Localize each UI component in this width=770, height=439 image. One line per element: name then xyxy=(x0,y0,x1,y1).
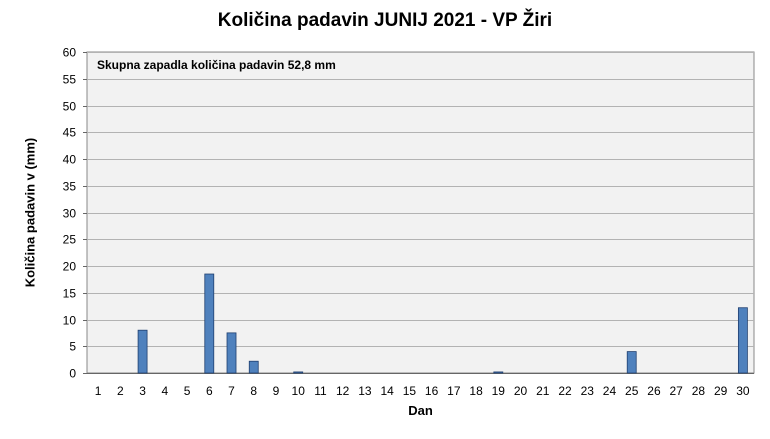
y-tick-label: 50 xyxy=(63,100,77,114)
y-tick-label: 0 xyxy=(69,367,76,381)
chart-title: Količina padavin JUNIJ 2021 - VP Žiri xyxy=(217,10,553,31)
x-tick-label: 26 xyxy=(647,384,661,398)
x-tick-label: 23 xyxy=(581,384,595,398)
x-axis-label: Dan xyxy=(408,403,433,418)
y-tick-label: 40 xyxy=(63,153,77,167)
bar xyxy=(248,360,259,374)
x-tick-label: 1 xyxy=(95,384,102,398)
bar xyxy=(493,371,504,374)
x-tick-label: 29 xyxy=(714,384,728,398)
x-tick-label: 22 xyxy=(558,384,572,398)
y-tick-label: 30 xyxy=(63,207,77,221)
x-tick-label: 28 xyxy=(692,384,706,398)
y-tick-label: 25 xyxy=(63,233,77,247)
bar xyxy=(137,329,148,374)
x-tick-label: 30 xyxy=(736,384,750,398)
bar xyxy=(226,332,237,374)
plot-area xyxy=(86,51,755,374)
x-tick-label: 19 xyxy=(492,384,506,398)
x-tick-label: 27 xyxy=(670,384,684,398)
bar xyxy=(737,307,748,374)
x-tick-label: 20 xyxy=(514,384,528,398)
total-annotation: Skupna zapadla količina padavin 52,8 mm xyxy=(97,58,336,72)
x-tick-label: 3 xyxy=(139,384,146,398)
bar xyxy=(293,371,304,374)
bar xyxy=(626,351,637,374)
x-tick-label: 12 xyxy=(336,384,350,398)
x-tick-label: 4 xyxy=(161,384,168,398)
y-tick-label: 15 xyxy=(63,287,77,301)
x-tick-label: 7 xyxy=(228,384,235,398)
x-tick-label: 11 xyxy=(314,384,327,398)
x-tick-label: 17 xyxy=(447,384,461,398)
y-tick-label: 35 xyxy=(63,180,77,194)
x-tick-label: 5 xyxy=(184,384,191,398)
y-tick-label: 10 xyxy=(63,314,77,328)
bar xyxy=(204,273,215,374)
y-tick-label: 45 xyxy=(63,126,77,140)
x-tick-label: 6 xyxy=(206,384,213,398)
y-tick-label: 5 xyxy=(69,340,76,354)
x-tick-label: 16 xyxy=(425,384,439,398)
x-tick-label: 9 xyxy=(273,384,280,398)
x-tick-label: 25 xyxy=(625,384,639,398)
y-tick-label: 60 xyxy=(63,46,77,60)
x-tick-label: 18 xyxy=(469,384,483,398)
y-tick-label: 20 xyxy=(63,260,77,274)
x-tick-label: 2 xyxy=(117,384,124,398)
x-tick-label: 14 xyxy=(380,384,394,398)
x-tick-label: 15 xyxy=(403,384,417,398)
x-tick-label: 24 xyxy=(603,384,617,398)
y-tick-label: 55 xyxy=(63,73,77,87)
x-tick-label: 13 xyxy=(358,384,372,398)
x-tick-label: 21 xyxy=(536,384,550,398)
x-tick-label: 10 xyxy=(292,384,306,398)
x-tick-label: 8 xyxy=(250,384,257,398)
